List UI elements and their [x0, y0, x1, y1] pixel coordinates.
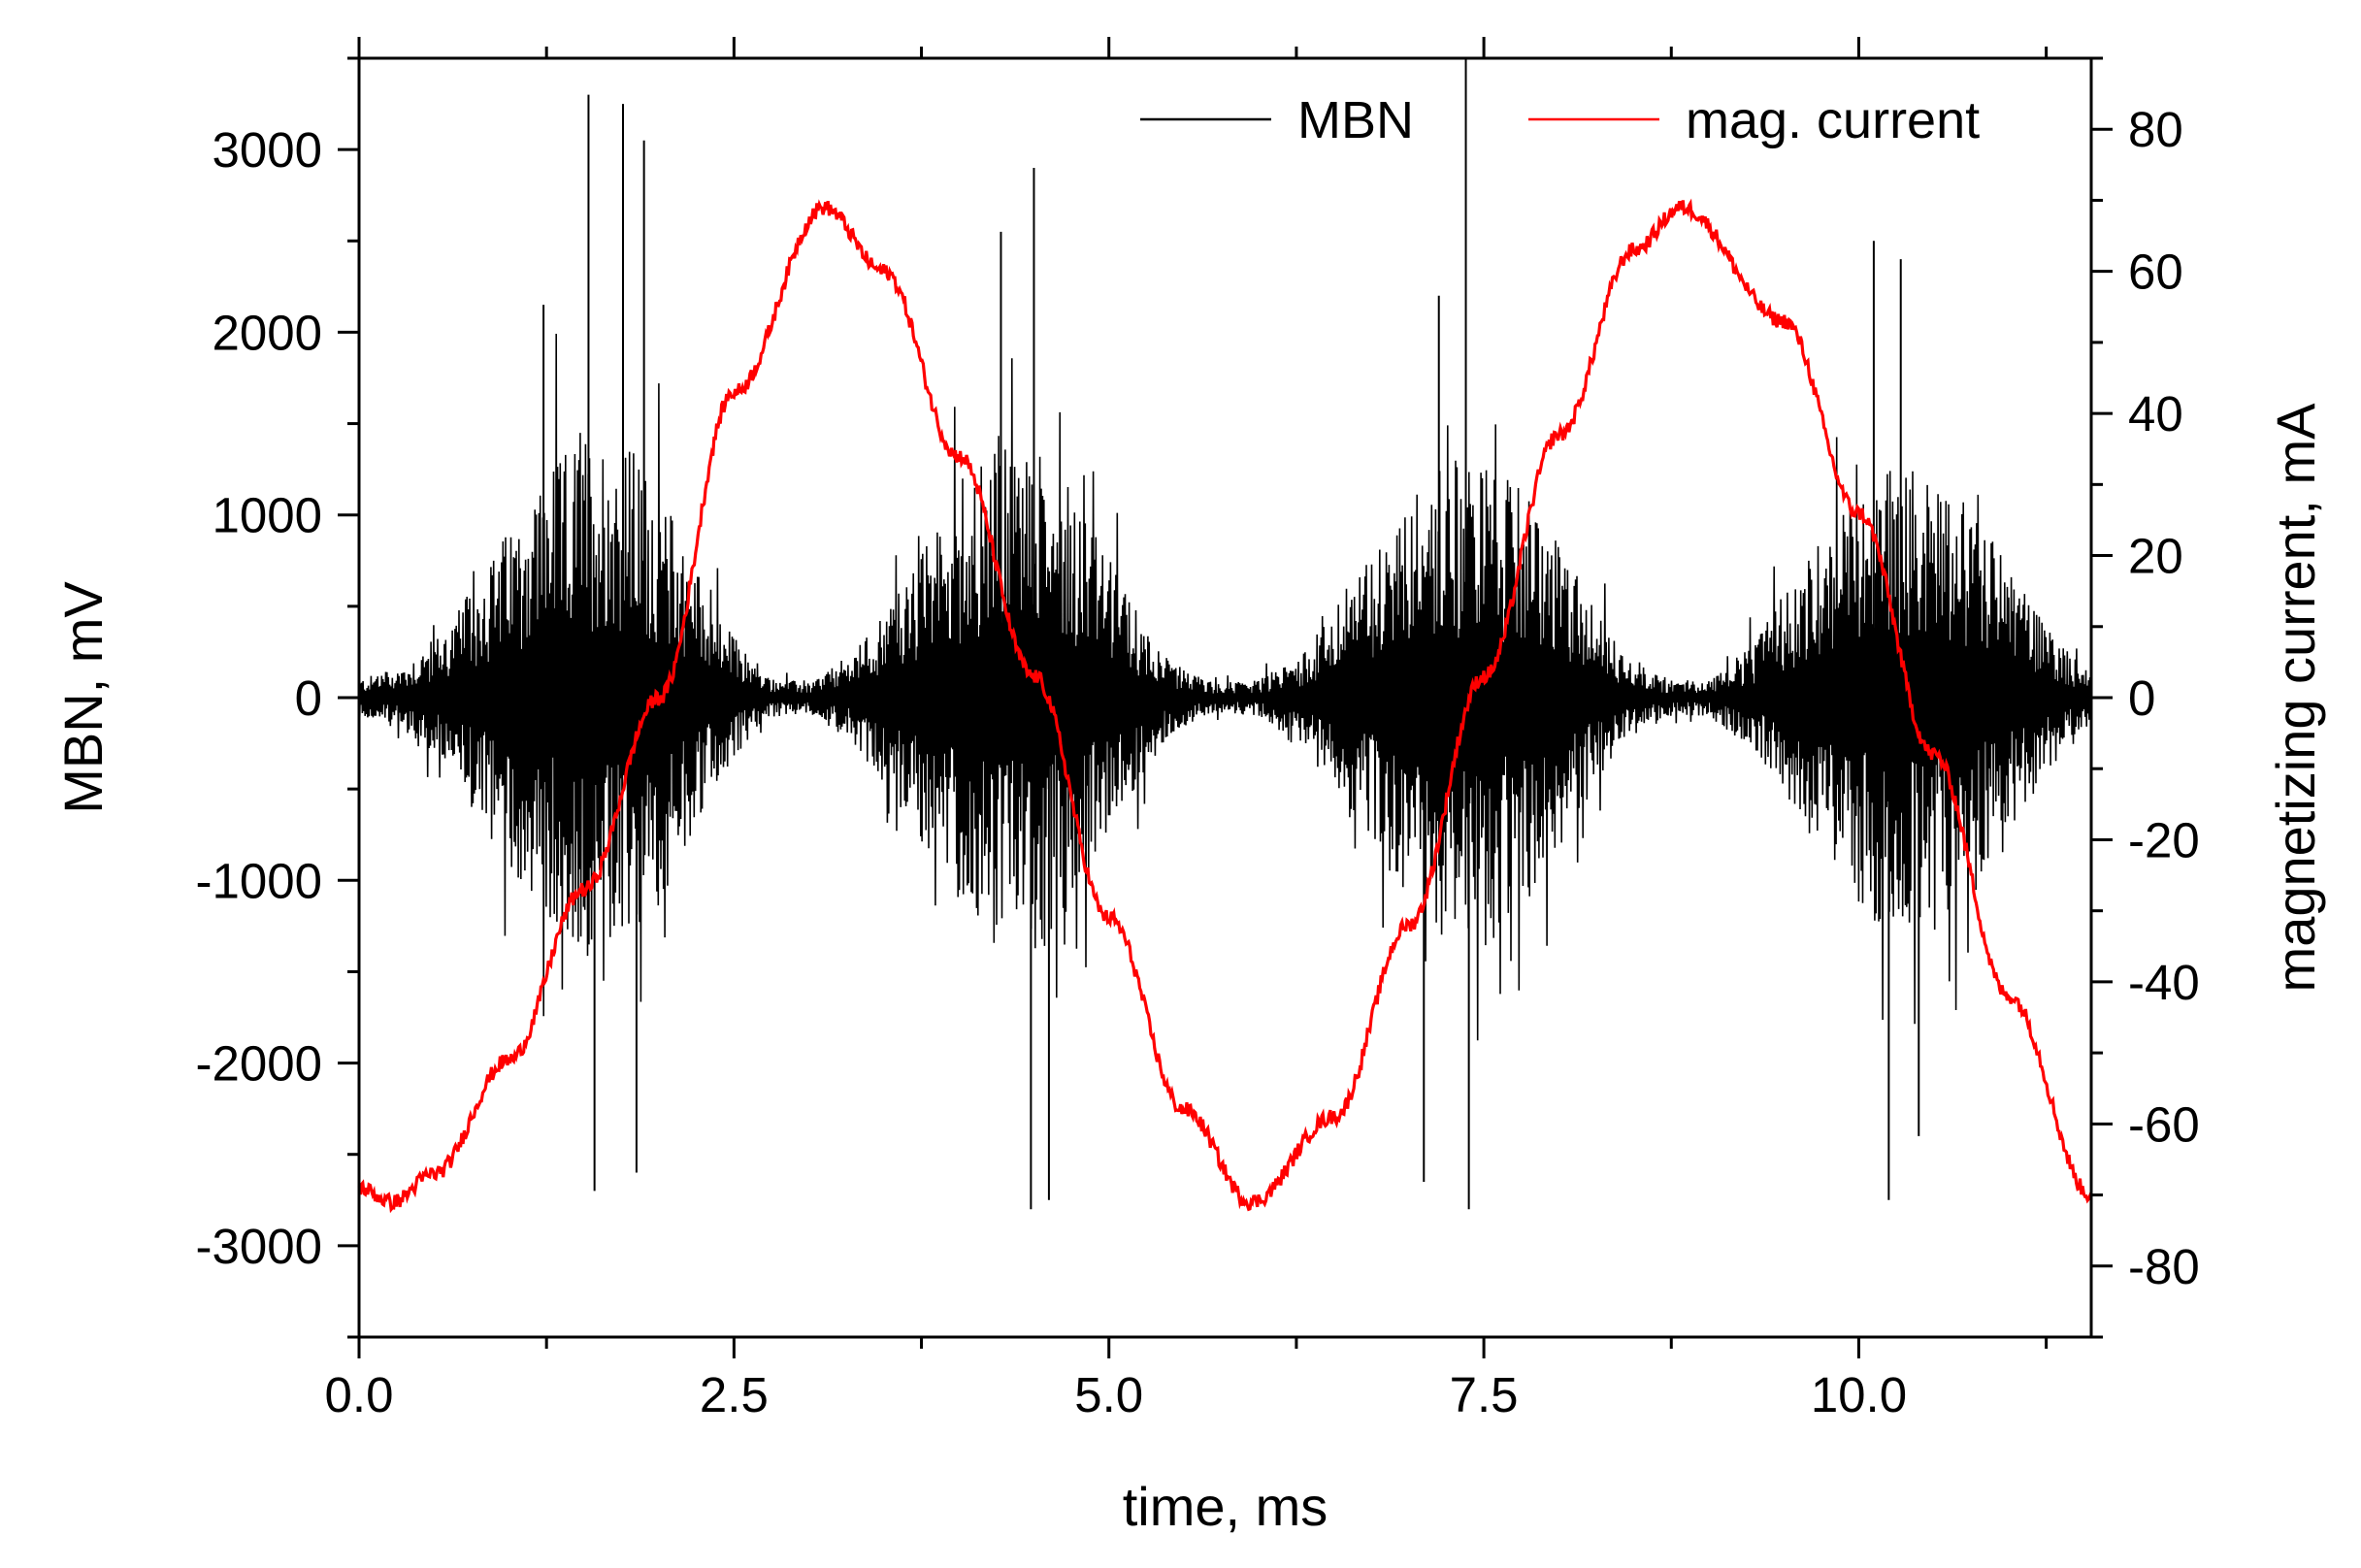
y-right-tick-label: 0 [2128, 670, 2155, 726]
y-right-tick-label: 20 [2128, 529, 2183, 584]
mbn-series [358, 58, 2092, 1210]
y-axis-right-title: magnetizing current, mA [2265, 403, 2326, 993]
y-right-tick-label: -40 [2128, 955, 2200, 1010]
y-right-tick-label: 80 [2128, 102, 2183, 157]
x-tick-label: 2.5 [700, 1367, 769, 1422]
y-right-tick-label: 60 [2128, 245, 2183, 300]
y-left-tick-label: 2000 [213, 305, 322, 360]
legend-label-mbn: MBN [1297, 91, 1414, 149]
x-tick-label: 7.5 [1450, 1367, 1519, 1422]
y-left-tick-label: 0 [295, 670, 322, 726]
y-axis-left-title: MBN, mV [52, 581, 114, 814]
x-tick-label: 10.0 [1811, 1367, 1907, 1422]
y-right-tick-label: -60 [2128, 1096, 2200, 1152]
mag-current-line [357, 198, 2093, 1214]
mbn-line [358, 333, 2092, 1041]
y-right-tick-label: -20 [2128, 812, 2200, 867]
x-axis-title: time, ms [1123, 1476, 1328, 1537]
y-left-tick-label: 3000 [213, 122, 322, 178]
x-tick-label: 5.0 [1074, 1367, 1143, 1422]
x-tick-label: 0.0 [325, 1367, 394, 1422]
y-right-tick-label: -80 [2128, 1239, 2200, 1294]
axes: 0.0 2.5 5.0 7.5 10.0 -3000 -2000 -1000 0 1000 2000… [196, 37, 2200, 1422]
legend-label-mag-current: mag. current [1686, 91, 1980, 149]
legend: MBN mag. current [1140, 91, 1980, 149]
y-left-tick-label: -3000 [196, 1219, 322, 1274]
y-left-tick-label: -1000 [196, 853, 322, 908]
y-left-tick-label: -2000 [196, 1036, 322, 1092]
y-right-tick-label: 40 [2128, 386, 2183, 441]
y-left-tick-label: 1000 [213, 488, 322, 543]
